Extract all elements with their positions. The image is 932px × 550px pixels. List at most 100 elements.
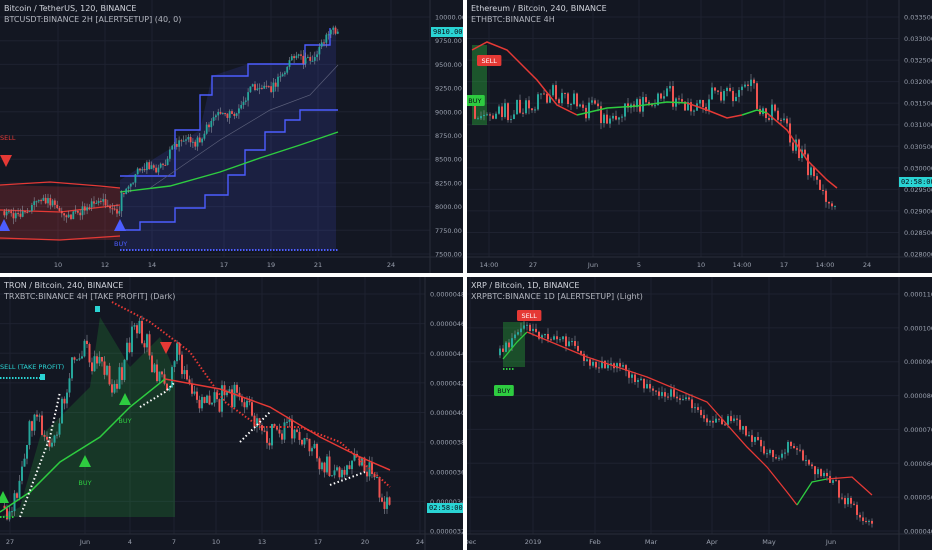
eth-candle-body bbox=[495, 113, 497, 119]
btc-candle-body bbox=[265, 85, 268, 87]
eth-price-tick: 0.033000 bbox=[904, 35, 932, 43]
btc-chart-panel[interactable]: 10000.00 9750.00 9500.00 9250.00 9000.00 8750… bbox=[0, 0, 463, 273]
trx-chart-panel[interactable]: 0.00000480 0.00000460 0.00000440 0.00000420… bbox=[0, 277, 463, 550]
trx-candle-body bbox=[373, 474, 376, 478]
eth-chart-panel[interactable]: 0.033500 0.033000 0.032500 0.032000 0.031500… bbox=[467, 0, 932, 273]
trx-time-tick: 27 bbox=[6, 538, 14, 546]
trx-candle-body bbox=[103, 361, 106, 375]
eth-candle-body bbox=[825, 190, 827, 202]
xrp-ma-green-2 bbox=[796, 478, 828, 506]
btc-candle-body bbox=[277, 76, 279, 87]
trx-candle-body bbox=[121, 367, 123, 380]
trx-candle-body bbox=[243, 402, 246, 408]
eth-chart-canvas[interactable]: 0.033500 0.033000 0.032500 0.032000 0.031500… bbox=[467, 0, 932, 273]
trx-candle-body bbox=[261, 425, 263, 431]
eth-candle-body bbox=[591, 100, 593, 103]
btc-candle-body bbox=[113, 208, 116, 210]
trx-candle-body bbox=[208, 395, 211, 405]
trx-candle-body bbox=[68, 378, 71, 393]
trx-candle-body bbox=[158, 371, 161, 382]
eth-price-tick: 0.033500 bbox=[904, 14, 932, 22]
trx-dotted-red bbox=[111, 301, 391, 488]
trx-price-tick: 0.00000340 bbox=[430, 498, 463, 506]
eth-candle-body bbox=[735, 96, 737, 102]
btc-time-tick: 12 bbox=[101, 261, 109, 269]
btc-candle-body bbox=[286, 66, 289, 73]
eth-candle-body bbox=[528, 100, 530, 109]
trx-candle-body bbox=[118, 367, 121, 389]
eth-candle-body bbox=[774, 104, 776, 111]
xrp-price-tick: 0.00009000 bbox=[904, 358, 932, 366]
btc-red-mid bbox=[0, 204, 121, 213]
trx-price-tick: 0.00000380 bbox=[430, 439, 463, 447]
xrp-candle-body bbox=[586, 359, 588, 361]
btc-candle-body bbox=[65, 215, 68, 218]
eth-candle-body bbox=[648, 102, 650, 105]
xrp-candle-body bbox=[742, 426, 744, 430]
btc-buy-triangle-right bbox=[114, 219, 126, 231]
xrp-candle-body bbox=[820, 469, 822, 477]
trx-candle-body bbox=[293, 429, 296, 439]
xrp-ma-green-1 bbox=[502, 331, 528, 360]
xrp-price-tick: 0.00004000 bbox=[904, 528, 932, 536]
xrp-candle-body bbox=[523, 325, 525, 329]
eth-candle-body bbox=[651, 104, 653, 106]
eth-candle-body bbox=[537, 94, 539, 110]
trx-candle-body bbox=[131, 326, 133, 353]
btc-candle-body bbox=[217, 112, 220, 116]
eth-chart-title: Ethereum / Bitcoin, 240, BINANCE bbox=[471, 4, 607, 13]
eth-countdown-box: 02:58:00 bbox=[899, 177, 932, 187]
xrp-candle-body bbox=[604, 360, 606, 369]
xrp-candle-body bbox=[832, 480, 834, 483]
btc-candle-body bbox=[208, 124, 210, 128]
eth-candle-body bbox=[729, 87, 731, 91]
trx-candle-body bbox=[46, 436, 48, 440]
xrp-candle-body bbox=[865, 520, 867, 522]
btc-chart-canvas[interactable]: 10000.00 9750.00 9500.00 9250.00 9000.00 8750… bbox=[0, 0, 463, 273]
eth-candle-body bbox=[738, 90, 740, 97]
trx-candle-body bbox=[346, 465, 348, 475]
xrp-candle-body bbox=[640, 378, 642, 380]
btc-candle-body bbox=[141, 168, 144, 171]
btc-candle-body bbox=[123, 193, 125, 195]
xrp-candle-body bbox=[796, 448, 798, 450]
eth-candle-body bbox=[636, 99, 638, 108]
btc-candle-body bbox=[148, 162, 151, 170]
xrp-candle-body bbox=[745, 426, 747, 436]
xrp-chart-panel[interactable]: 0.00011000 0.00010000 0.00009000 0.00008000… bbox=[467, 277, 932, 550]
xrp-candle-body bbox=[811, 464, 813, 467]
trx-candle-body bbox=[101, 356, 103, 362]
trx-candle-body bbox=[33, 414, 36, 431]
btc-candle-body bbox=[77, 210, 79, 213]
xrp-candle-body bbox=[829, 476, 831, 483]
btc-candle-body bbox=[90, 201, 93, 208]
btc-candle-body bbox=[10, 211, 13, 214]
eth-candle-body bbox=[711, 87, 713, 100]
xrp-chart-canvas[interactable]: 0.00011000 0.00010000 0.00009000 0.00008000… bbox=[467, 277, 932, 550]
xrp-candle-body bbox=[787, 441, 789, 453]
trx-candle-body bbox=[18, 480, 21, 498]
btc-candle-body bbox=[279, 76, 282, 78]
btc-candle-body bbox=[139, 168, 141, 171]
trx-candle-body bbox=[198, 399, 201, 409]
eth-candle-body bbox=[756, 83, 758, 109]
btc-grid bbox=[0, 0, 430, 257]
btc-candle-body bbox=[31, 205, 33, 211]
xrp-candle-body bbox=[556, 336, 558, 340]
trx-chart-canvas[interactable]: 0.00000480 0.00000460 0.00000440 0.00000420… bbox=[0, 277, 463, 550]
xrp-time-tick: Apr bbox=[706, 538, 718, 546]
btc-candle-body bbox=[134, 174, 137, 183]
eth-candle-body bbox=[597, 103, 599, 107]
btc-candle-body bbox=[24, 211, 26, 213]
eth-candle-body bbox=[732, 90, 734, 102]
trx-candle-body bbox=[96, 356, 98, 364]
btc-candle-body bbox=[109, 205, 111, 209]
trx-candle-body bbox=[153, 364, 156, 373]
btc-candle-body bbox=[256, 88, 259, 91]
eth-candle-body bbox=[834, 205, 836, 207]
trx-candle-body bbox=[148, 334, 151, 356]
eth-candle-body bbox=[645, 97, 647, 103]
btc-candle-body bbox=[334, 27, 337, 34]
btc-candle-body bbox=[311, 60, 314, 62]
btc-candle-body bbox=[5, 211, 8, 216]
